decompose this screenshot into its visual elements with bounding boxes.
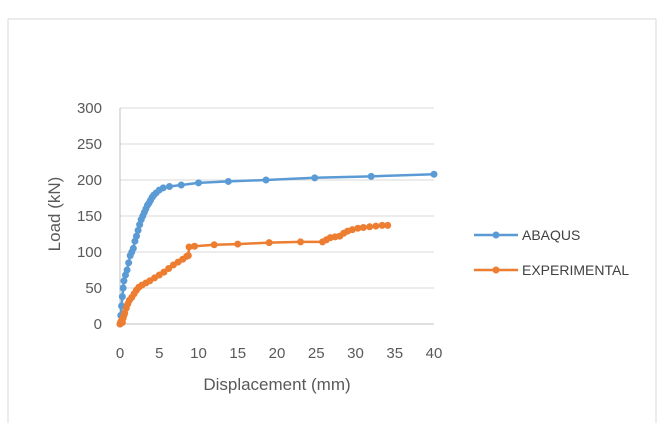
legend-item-abaqus: ABAQUS (474, 227, 580, 243)
data-point-abaqus (159, 184, 167, 192)
data-point-experimental (185, 243, 193, 251)
data-point-abaqus (224, 177, 232, 185)
data-point-abaqus (123, 266, 131, 274)
y-tick-label: 200 (77, 172, 102, 189)
gridlines (120, 107, 434, 289)
legend-marker (492, 266, 500, 274)
data-point-abaqus (120, 277, 128, 285)
data-point-abaqus (132, 232, 140, 240)
x-tick-label: 35 (386, 345, 403, 362)
y-tick-label: 50 (85, 280, 102, 297)
x-tick-label: 40 (426, 345, 443, 362)
y-tick-label: 150 (77, 208, 102, 225)
x-tick-label: 5 (155, 345, 163, 362)
x-tick-label: 0 (116, 345, 124, 362)
data-point-experimental (297, 238, 305, 246)
data-point-abaqus (119, 284, 127, 292)
y-tick-label: 300 (77, 100, 102, 117)
data-point-abaqus (177, 181, 185, 189)
data-point-experimental (191, 242, 199, 250)
data-point-experimental (354, 224, 362, 232)
data-point-experimental (184, 252, 192, 260)
y-tick-label: 0 (94, 316, 102, 333)
x-tick-label: 20 (269, 345, 286, 362)
data-point-experimental (348, 226, 356, 234)
data-point-abaqus (125, 259, 133, 267)
legend-label: ABAQUS (522, 227, 580, 243)
data-point-abaqus (134, 226, 142, 234)
data-point-experimental (366, 223, 374, 231)
x-tick-label: 25 (308, 345, 325, 362)
y-tick-label: 100 (77, 244, 102, 261)
data-point-experimental (210, 241, 218, 249)
legend-item-experimental: EXPERIMENTAL (474, 262, 629, 278)
data-point-experimental (265, 239, 273, 247)
data-point-abaqus (367, 172, 375, 180)
series-experimental (116, 221, 392, 328)
x-tick-labels: 0 5 10 15 20 25 30 35 40 (116, 345, 443, 362)
data-point-experimental (384, 221, 392, 229)
data-point-abaqus (129, 244, 137, 252)
data-point-abaqus (311, 174, 319, 182)
plot-series (116, 170, 438, 328)
x-axis-title: Displacement (mm) (203, 375, 350, 394)
x-tick-label: 30 (347, 345, 364, 362)
data-point-abaqus (430, 170, 438, 178)
y-tick-labels: 0 50 100 150 200 250 300 (77, 100, 102, 333)
x-tick-label: 10 (190, 345, 207, 362)
data-point-experimental (378, 221, 386, 229)
legend: ABAQUS EXPERIMENTAL (474, 227, 629, 278)
data-point-abaqus (195, 179, 202, 187)
y-tick-label: 250 (77, 136, 102, 153)
data-point-experimental (234, 240, 242, 248)
legend-marker (492, 231, 500, 239)
data-point-abaqus (165, 182, 173, 190)
data-point-abaqus (262, 176, 270, 184)
data-point-experimental (359, 224, 367, 232)
legend-label: EXPERIMENTAL (522, 262, 629, 278)
y-axis-title: Load (kN) (45, 177, 64, 252)
x-tick-label: 15 (229, 345, 246, 362)
data-point-abaqus (118, 293, 126, 301)
data-point-experimental (372, 222, 380, 230)
